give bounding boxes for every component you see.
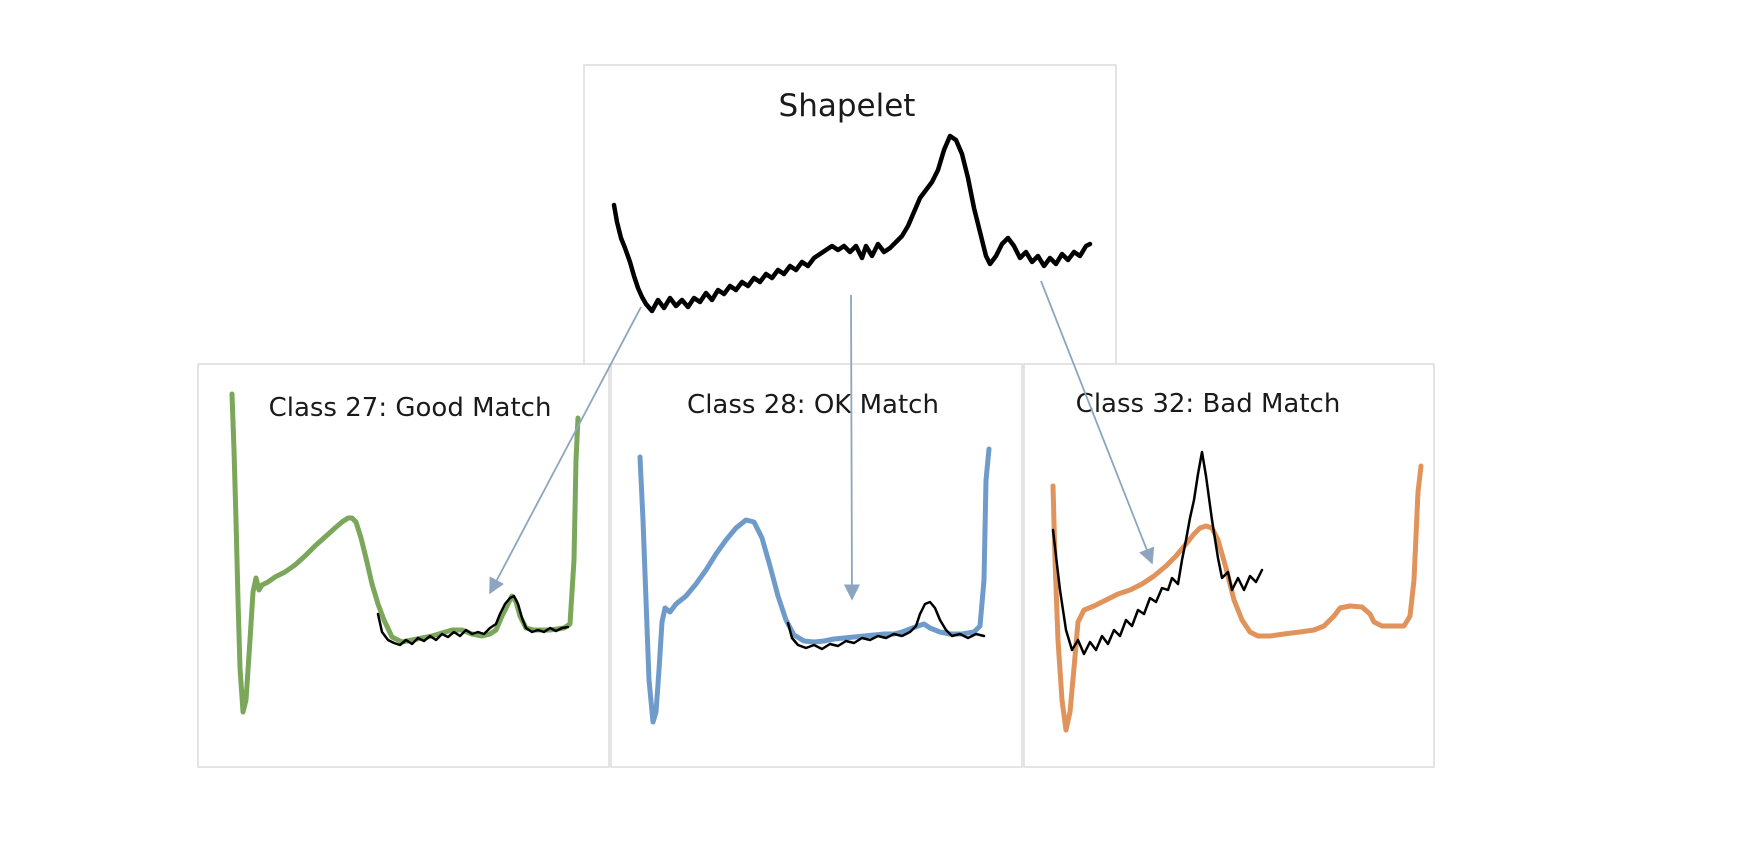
connector-arrows (489, 280, 1155, 601)
panel-class-32-title: Class 32: Bad Match (1076, 389, 1341, 419)
arrow-to-class-27 (489, 306, 642, 595)
panel-class-28: Class 28: OK Match (610, 363, 1023, 768)
panel-class-32-shapelet-overlay (1051, 450, 1264, 656)
panel-class-28-frame (610, 363, 1023, 768)
arrow-to-class-32 (1040, 280, 1155, 565)
panel-class-27-shapelet-overlay (376, 594, 570, 647)
panel-class-32-frame (1023, 363, 1435, 768)
shapelet-frame (583, 64, 1117, 368)
panel-class-27-frame (197, 363, 610, 768)
panel-class-32-series-curve (1050, 463, 1424, 733)
panel-class-28-shapelet-overlay (786, 600, 986, 651)
panel-class-27: Class 27: Good Match (197, 363, 610, 768)
panel-class-28-series-curve (637, 446, 992, 725)
shapelet-curve (611, 133, 1093, 314)
arrow-to-class-28 (843, 294, 861, 601)
panel-class-32: Class 32: Bad Match (1023, 363, 1435, 768)
shapelet-panel: Shapelet (583, 64, 1117, 368)
panel-class-28-title: Class 28: OK Match (687, 390, 939, 420)
panel-class-27-series-curve (229, 391, 581, 715)
shapelet-title: Shapelet (779, 88, 916, 124)
panel-class-27-title: Class 27: Good Match (269, 393, 552, 423)
